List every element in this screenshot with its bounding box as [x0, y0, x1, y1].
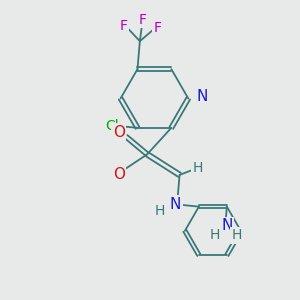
Text: N: N	[170, 197, 181, 212]
Text: N: N	[221, 218, 232, 233]
Text: H: H	[231, 228, 242, 242]
Text: N: N	[196, 89, 208, 104]
Text: F: F	[120, 19, 128, 33]
Text: H: H	[210, 228, 220, 242]
Text: H: H	[193, 160, 203, 175]
Text: O: O	[112, 167, 124, 182]
Text: F: F	[138, 13, 146, 27]
Text: Cl: Cl	[106, 119, 119, 133]
Text: H: H	[155, 204, 165, 218]
Text: O: O	[112, 125, 124, 140]
Text: F: F	[154, 21, 161, 35]
